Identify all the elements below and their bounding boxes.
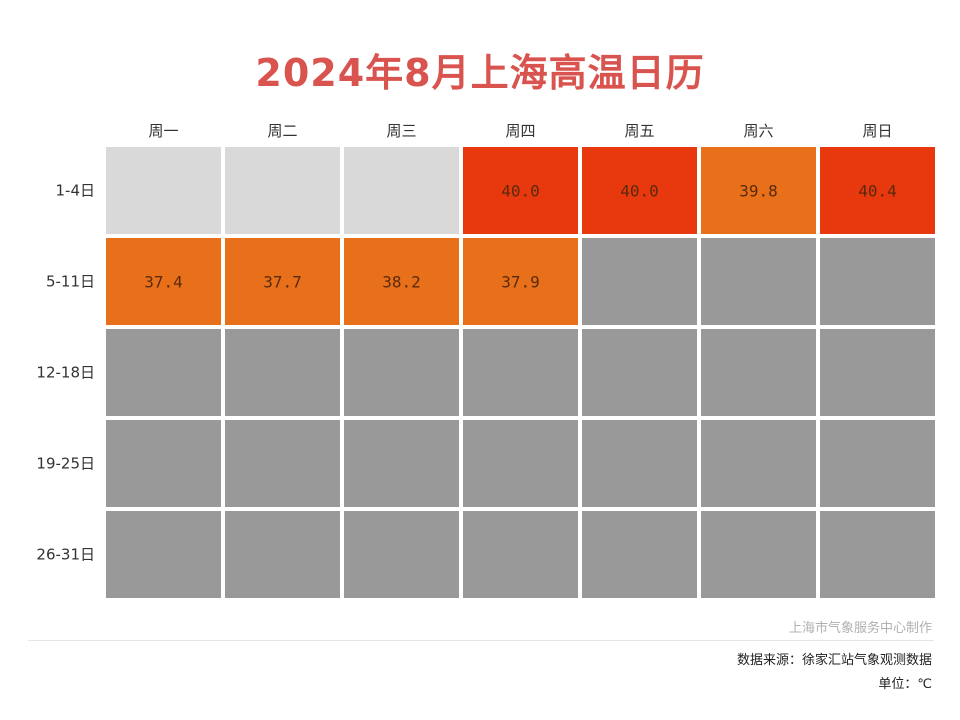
chart-title: 2024年8月上海高温日历: [255, 51, 705, 95]
heatmap-cell: [582, 238, 697, 325]
heatmap-cell: [582, 511, 697, 598]
heatmap-cell: [106, 329, 221, 416]
heatmap-cell: [820, 329, 935, 416]
heatmap-cell: [225, 238, 340, 325]
heatmap-cell: [344, 329, 459, 416]
footer-divider: [28, 640, 934, 641]
column-header: 周五: [624, 122, 654, 140]
credit-text: 上海市气象服务中心制作: [788, 621, 932, 636]
heatmap-cell: [344, 238, 459, 325]
heatmap-cell: [820, 420, 935, 507]
row-label: 12-18日: [36, 364, 95, 382]
column-header: 周四: [505, 122, 535, 140]
heatmap-cell: [225, 420, 340, 507]
cell-value-label: 37.4: [144, 273, 183, 292]
row-label: 19-25日: [36, 455, 95, 473]
heatmap-cell: [225, 147, 340, 234]
column-header: 周三: [386, 122, 416, 140]
heatmap-cell: [106, 238, 221, 325]
heatmap-cell: [225, 511, 340, 598]
column-header: 周日: [862, 122, 892, 140]
heatmap-cell: [701, 329, 816, 416]
heatmap-cell: [106, 147, 221, 234]
column-header: 周二: [267, 122, 297, 140]
heatmap-cell: [820, 147, 935, 234]
heatmap-cell: [701, 238, 816, 325]
cell-value-label: 39.8: [739, 182, 778, 201]
cell-value-label: 37.7: [263, 273, 302, 292]
heatmap-cell: [463, 420, 578, 507]
heatmap-cell: [344, 511, 459, 598]
heatmap-cell: [225, 329, 340, 416]
heatmap-cell: [463, 329, 578, 416]
heatmap-cell: [344, 147, 459, 234]
heatmap-cell: [701, 420, 816, 507]
row-label: 1-4日: [56, 182, 96, 200]
heatmap-cell: [106, 511, 221, 598]
column-header: 周六: [743, 122, 773, 140]
heatmap-cell: [582, 147, 697, 234]
column-header: 周一: [148, 122, 178, 140]
cell-value-label: 37.9: [501, 273, 540, 292]
heatmap-cell: [820, 238, 935, 325]
heatmap-cell: [463, 511, 578, 598]
cell-value-label: 38.2: [382, 273, 421, 292]
heatmap-cell: [463, 238, 578, 325]
heatmap-cell: [582, 420, 697, 507]
heatmap-cell: [344, 420, 459, 507]
row-label: 26-31日: [36, 546, 95, 564]
row-label: 5-11日: [46, 273, 95, 291]
heatmap-cell: [463, 147, 578, 234]
heatmap-cell: [701, 511, 816, 598]
heatmap-cell: [820, 511, 935, 598]
cell-value-label: 40.0: [620, 182, 659, 201]
heatmap-cell: [582, 329, 697, 416]
cell-value-label: 40.0: [501, 182, 540, 201]
unit-text: 单位：℃: [878, 677, 932, 692]
heatmap-cell: [106, 420, 221, 507]
cell-value-label: 40.4: [858, 182, 897, 201]
heatmap-cell: [701, 147, 816, 234]
data-source-text: 数据来源：徐家汇站气象观测数据: [736, 653, 932, 668]
